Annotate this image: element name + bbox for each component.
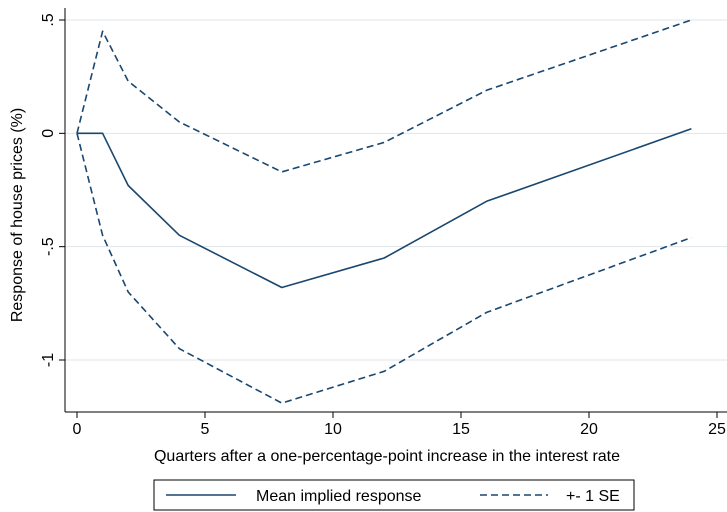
- legend: Mean implied response +- 1 SE: [153, 479, 635, 511]
- y-tick-label: -.5: [40, 237, 57, 256]
- legend-label: +- 1 SE: [566, 488, 620, 505]
- legend-label: Mean implied response: [256, 488, 422, 505]
- axes: [64, 8, 727, 413]
- x-tick-label: 15: [452, 421, 470, 438]
- x-tick-label: 25: [708, 421, 726, 438]
- lower-se-line: [76, 133, 692, 404]
- y-axis-ticks: -1 -.5 0 .5: [40, 13, 65, 367]
- series-lines: [76, 19, 692, 404]
- mean-response-line: [77, 128, 692, 289]
- x-axis-label: Quarters after a one-percentage-point in…: [154, 448, 620, 465]
- y-axis-label: Response of house prices (%): [9, 108, 26, 322]
- x-tick-label: 20: [580, 421, 598, 438]
- upper-se-line: [76, 19, 692, 173]
- x-tick-label: 10: [324, 421, 342, 438]
- y-tick-label: .5: [40, 13, 57, 26]
- x-axis-ticks: 0 5 10 15 20 25: [73, 412, 726, 438]
- x-tick-label: 0: [73, 421, 82, 438]
- x-tick-label: 5: [201, 421, 210, 438]
- grid-lines: [65, 19, 727, 361]
- y-tick-label: 0: [40, 129, 57, 138]
- y-tick-label: -1: [40, 353, 57, 367]
